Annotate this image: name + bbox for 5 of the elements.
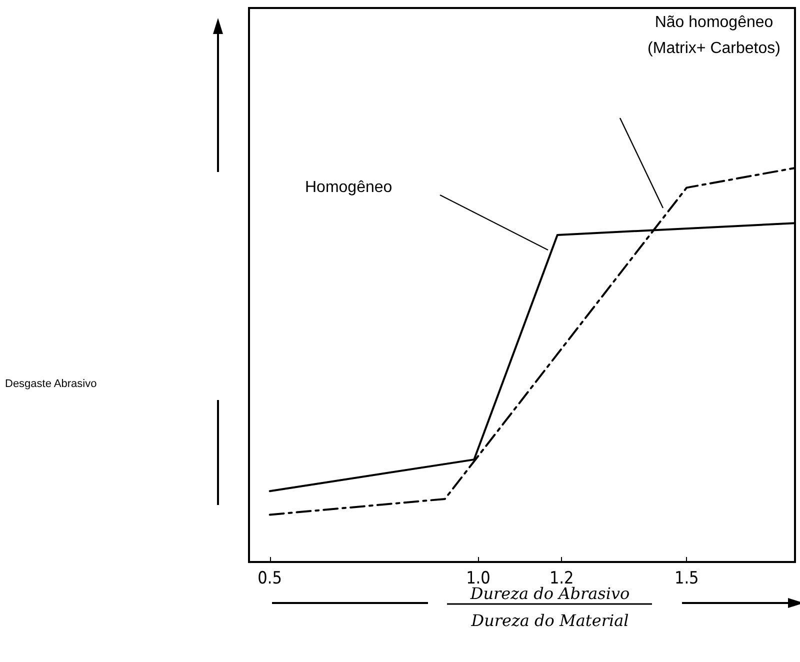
x-tick-label: 1.5 [674, 568, 699, 588]
text: Não homogêneo (Matrix+ Carbetos) [648, 14, 780, 57]
annotation: Homogêneo [305, 179, 392, 196]
text: Desgaste Abrasivo [5, 378, 97, 390]
x-tick-label: 0.5 [258, 568, 282, 588]
